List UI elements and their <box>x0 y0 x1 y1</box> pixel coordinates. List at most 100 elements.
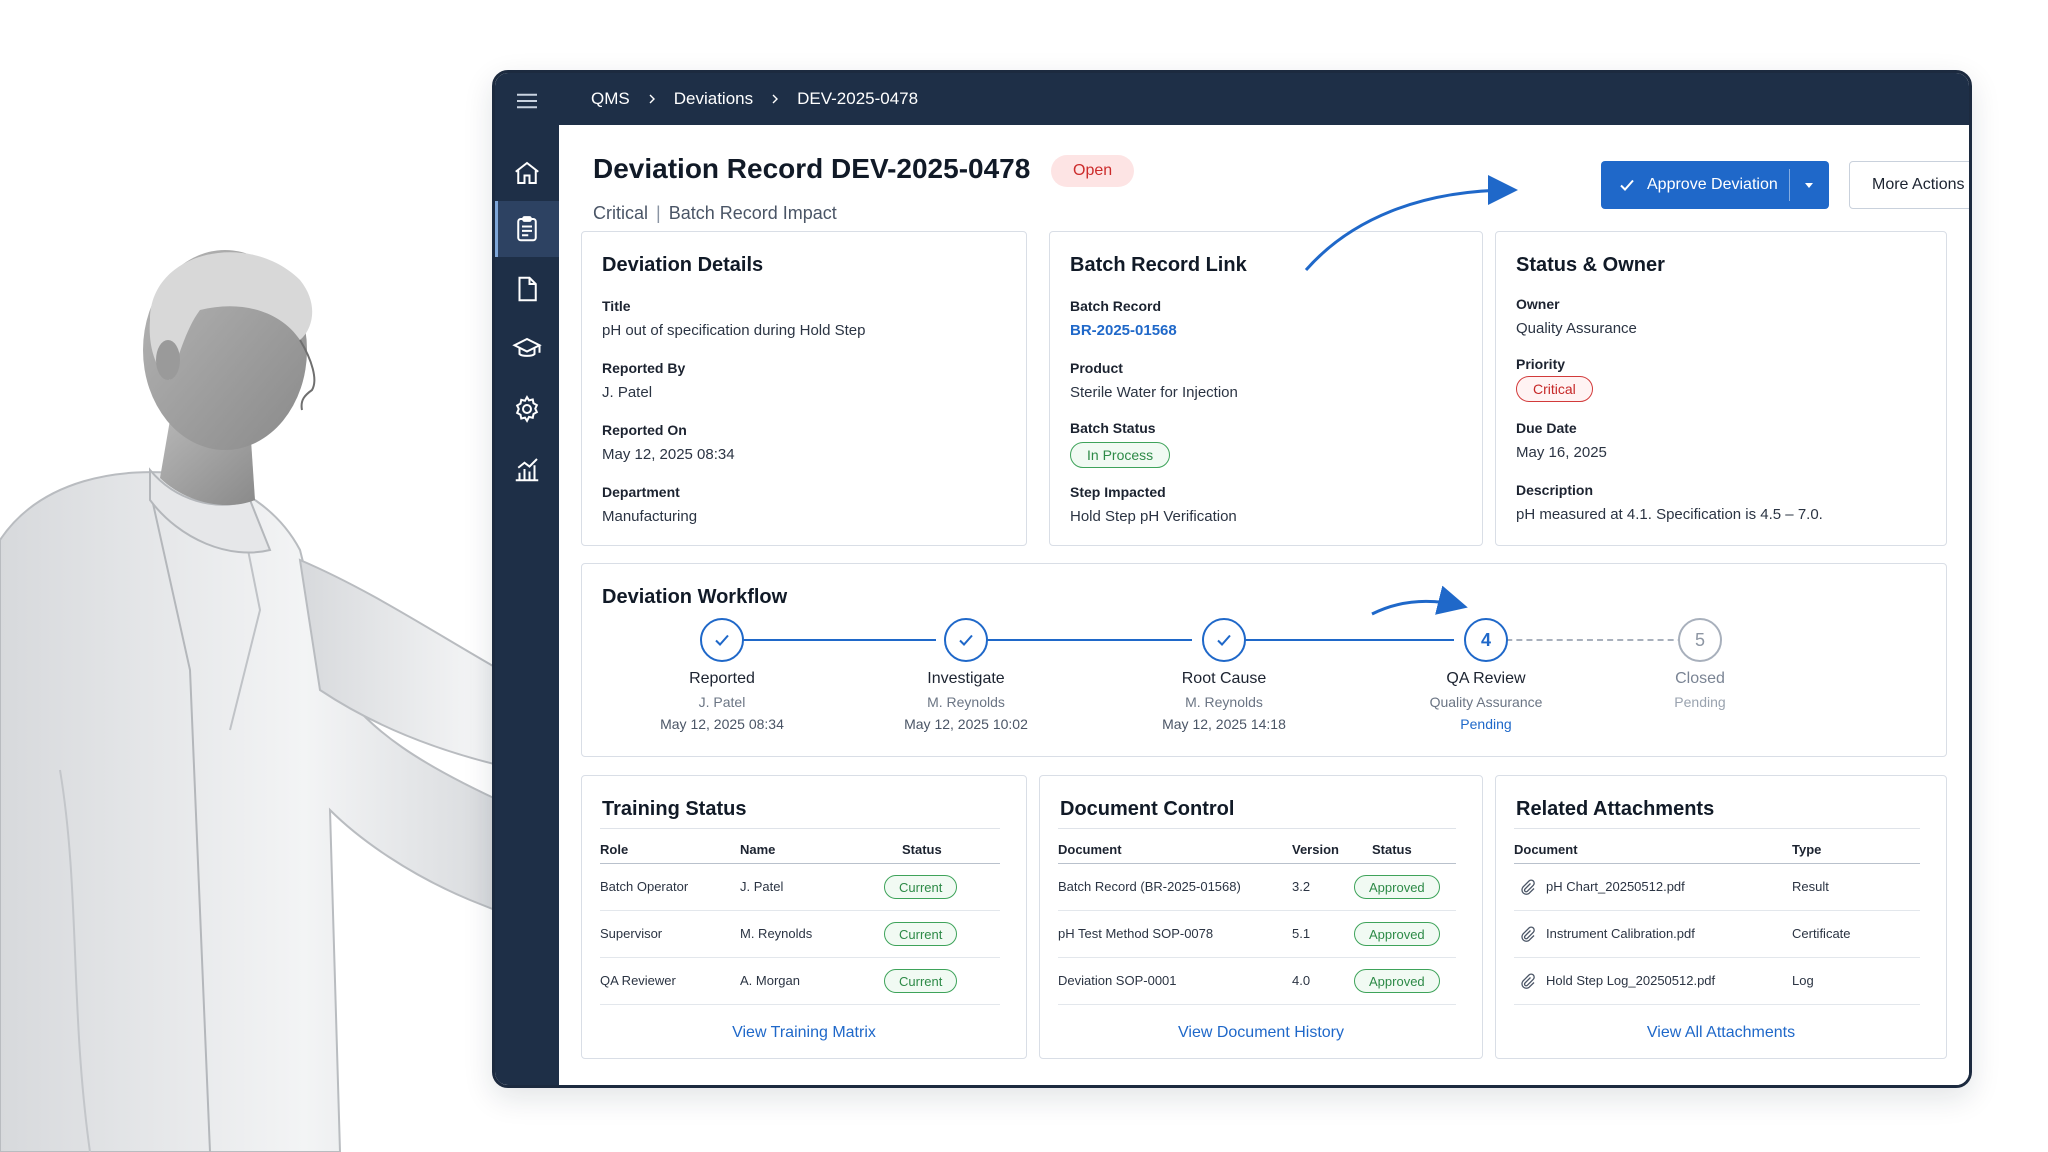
training-status-card: Training Status Role Name Status Batch O… <box>581 775 1027 1059</box>
field-label: Step Impacted <box>1070 484 1166 500</box>
field-label: Description <box>1516 482 1594 498</box>
column-header: Status <box>902 842 942 857</box>
cell-document: Batch Record (BR-2025-01568) <box>1058 879 1241 894</box>
column-header: Version <box>1292 842 1339 857</box>
graduation-cap-icon <box>512 337 542 357</box>
table-header: Document Version Status <box>1058 828 1456 864</box>
sidebar-item-training[interactable] <box>495 321 559 377</box>
approve-deviation-button[interactable]: Approve Deviation <box>1601 161 1829 209</box>
card-title: Status & Owner <box>1516 254 1665 276</box>
view-document-history-link[interactable]: View Document History <box>1178 1024 1344 1041</box>
cell-role: QA Reviewer <box>600 973 676 988</box>
table-row[interactable]: Batch Operator J. Patel Current <box>600 864 1000 911</box>
field-label: Owner <box>1516 296 1560 312</box>
field-label: Priority <box>1516 356 1566 372</box>
card-title: Related Attachments <box>1516 798 1715 820</box>
card-title: Training Status <box>602 798 747 820</box>
field-label: Reported By <box>602 360 686 376</box>
sidebar-item-deviations[interactable] <box>495 201 559 257</box>
breadcrumb-current: DEV-2025-0478 <box>797 89 919 108</box>
sidebar-item-settings[interactable] <box>495 381 559 437</box>
field-label: Batch Record <box>1070 298 1162 314</box>
table-row[interactable]: QA Reviewer A. Morgan Current <box>600 958 1000 1005</box>
cell-document: Deviation SOP-0001 <box>1058 973 1177 988</box>
sidebar <box>495 73 559 1085</box>
cell-type: Certificate <box>1792 926 1851 941</box>
attachment-link[interactable]: Hold Step Log_20250512.pdf <box>1546 973 1716 988</box>
table-row[interactable]: Instrument Calibration.pdf Certificate <box>1514 911 1920 958</box>
workflow-step-reported-node[interactable] <box>700 618 744 662</box>
status-badge: Current <box>884 922 958 946</box>
card-title: Deviation Workflow <box>602 586 788 608</box>
attachment-link[interactable]: Instrument Calibration.pdf <box>1546 926 1695 941</box>
cell-type: Result <box>1792 879 1829 894</box>
workflow-step-qa-review: QA Review Quality Assurance Pending <box>1376 670 1596 732</box>
step-person: Quality Assurance <box>1429 694 1543 710</box>
view-training-matrix-link[interactable]: View Training Matrix <box>732 1024 876 1041</box>
attachment-link[interactable]: pH Chart_20250512.pdf <box>1546 879 1685 894</box>
field-value: pH measured at 4.1. Specification is 4.5… <box>1516 506 1823 523</box>
workflow-step-root-cause-node[interactable] <box>1202 618 1246 662</box>
approve-deviation-label: Approve Deviation <box>1647 176 1778 193</box>
sidebar-item-analytics[interactable] <box>495 441 559 497</box>
cell-version: 5.1 <box>1292 926 1311 941</box>
field-value: pH out of specification during Hold Step <box>602 322 866 339</box>
batch-record-link-card: Batch Record Link Batch Record BR-2025-0… <box>1049 231 1483 546</box>
workflow-step-qa-review-node[interactable]: 4 <box>1464 618 1508 662</box>
batch-record-link[interactable]: BR-2025-01568 <box>1070 322 1177 339</box>
table-row[interactable]: Deviation SOP-0001 4.0 Approved <box>1058 958 1456 1005</box>
table-row[interactable]: Supervisor M. Reynolds Current <box>600 911 1000 958</box>
deviation-details-card-frame: Deviation Details Title pH out of specif… <box>581 231 1027 546</box>
table-row[interactable]: pH Test Method SOP-0078 5.1 Approved <box>1058 911 1456 958</box>
column-header: Status <box>1372 842 1412 857</box>
cell-name: J. Patel <box>740 879 784 894</box>
workflow-step-closed: Closed Pending <box>1590 670 1810 710</box>
field-value: Sterile Water for Injection <box>1070 384 1238 401</box>
cell-version: 3.2 <box>1292 879 1311 894</box>
workflow-step-investigate-node[interactable] <box>944 618 988 662</box>
status-badge: Current <box>884 875 958 899</box>
sidebar-item-home[interactable] <box>495 145 559 201</box>
hamburger-menu-button[interactable] <box>495 73 559 129</box>
field-value: May 12, 2025 08:34 <box>602 446 735 463</box>
workflow-step-closed-node[interactable]: 5 <box>1678 618 1722 662</box>
field-value: Quality Assurance <box>1516 320 1637 337</box>
priority-badge: Critical <box>1516 376 1593 402</box>
cell-role: Supervisor <box>600 926 663 941</box>
status-badge: Open <box>1051 155 1135 187</box>
sidebar-item-documents[interactable] <box>495 261 559 317</box>
table-row[interactable]: pH Chart_20250512.pdf Result <box>1514 864 1920 911</box>
app-window: QMS Deviations DEV-2025-0478 Deviation R… <box>492 70 1972 1088</box>
paperclip-icon <box>1521 926 1535 942</box>
field-label: Title <box>602 298 631 314</box>
caret-down-icon[interactable] <box>1803 179 1815 191</box>
deviation-workflow-card: Deviation Workflow 4 5 Reported J. Patel… <box>581 563 1947 757</box>
field-value: Hold Step pH Verification <box>1070 508 1237 525</box>
status-badge: Approved <box>1354 922 1440 946</box>
cell-role: Batch Operator <box>600 879 689 894</box>
step-name: Investigate <box>927 670 1005 687</box>
severity-text: Critical <box>593 203 649 223</box>
document-control-card: Document Control Document Version Status… <box>1039 775 1483 1059</box>
breadcrumb-qms[interactable]: QMS <box>591 89 630 108</box>
breadcrumb-deviations[interactable]: Deviations <box>673 89 754 108</box>
table-row[interactable]: Batch Record (BR-2025-01568) 3.2 Approve… <box>1058 864 1456 911</box>
card-title: Document Control <box>1060 798 1235 820</box>
gear-icon <box>515 395 539 423</box>
field-value: Manufacturing <box>602 508 698 525</box>
status-badge: Approved <box>1354 875 1440 899</box>
card-title: Batch Record Link <box>1070 254 1247 276</box>
document-icon <box>518 276 537 302</box>
check-icon <box>715 634 729 646</box>
table-row[interactable]: Hold Step Log_20250512.pdf Log <box>1514 958 1920 1005</box>
step-status: Pending <box>1460 716 1512 732</box>
check-icon <box>1620 179 1634 191</box>
step-date: May 12, 2025 08:34 <box>660 716 784 732</box>
home-icon <box>515 161 539 184</box>
breadcrumb: QMS Deviations DEV-2025-0478 <box>559 73 1969 125</box>
step-person: J. Patel <box>698 694 746 710</box>
step-status: Pending <box>1674 694 1726 710</box>
step-name: Closed <box>1675 670 1725 687</box>
view-all-attachments-link[interactable]: View All Attachments <box>1646 1024 1796 1041</box>
more-actions-button[interactable]: More Actions <box>1849 161 1969 209</box>
